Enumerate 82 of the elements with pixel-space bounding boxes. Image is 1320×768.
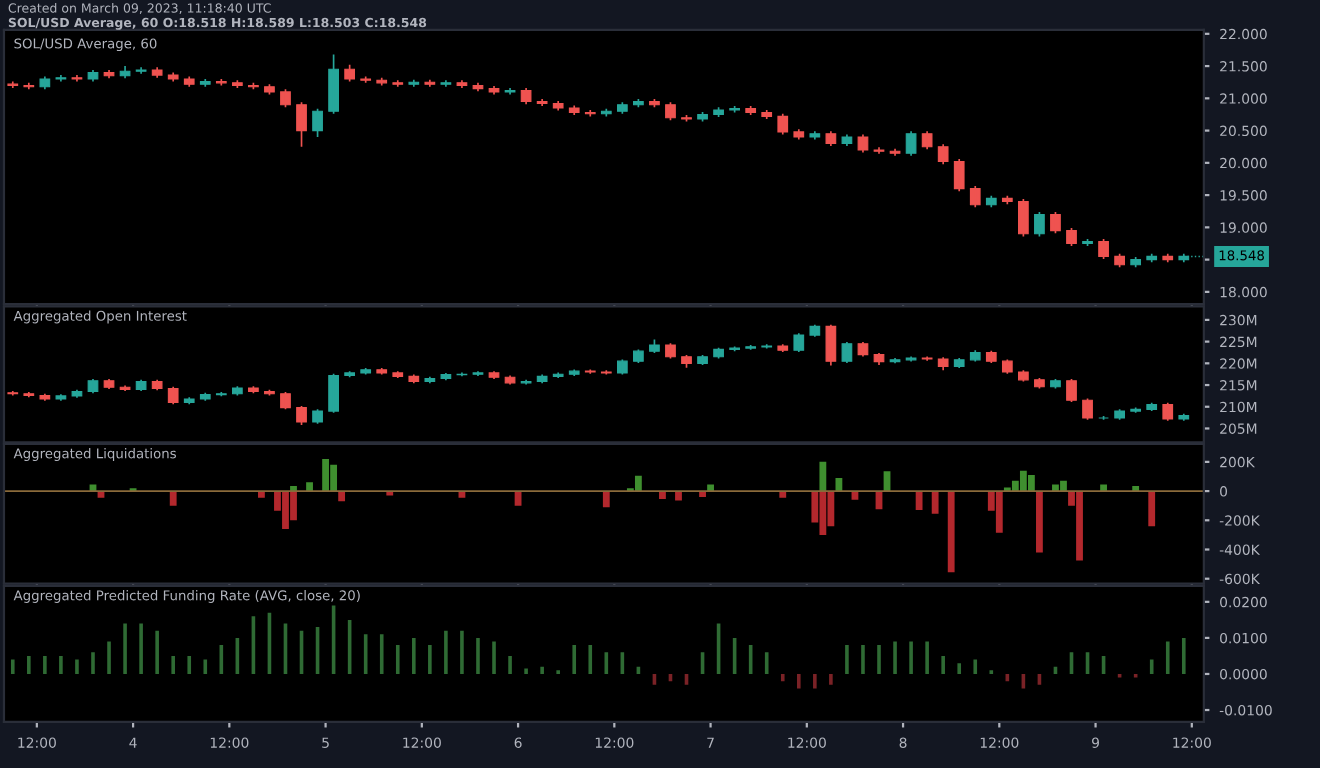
candlestick xyxy=(841,133,853,147)
candlestick xyxy=(665,101,676,122)
candlestick xyxy=(280,88,291,109)
bar xyxy=(931,491,939,514)
candlestick xyxy=(1066,227,1077,247)
candlestick xyxy=(809,130,821,141)
candlestick xyxy=(328,372,339,414)
candlestick xyxy=(1066,378,1077,403)
bar xyxy=(1060,480,1067,492)
bar xyxy=(915,491,923,511)
bar xyxy=(602,491,610,508)
bar xyxy=(827,491,835,527)
candlestick xyxy=(552,100,564,112)
candlestick xyxy=(1178,412,1190,422)
bar xyxy=(322,458,329,492)
candlestick xyxy=(456,79,468,89)
candlestick xyxy=(151,66,163,79)
bar xyxy=(819,491,827,535)
candlestick xyxy=(7,80,19,89)
bar xyxy=(1076,491,1083,561)
candlestick xyxy=(889,357,901,365)
bar xyxy=(330,464,338,492)
bar xyxy=(835,477,843,492)
candlestick xyxy=(328,53,339,115)
bar xyxy=(1019,470,1027,492)
candlestick xyxy=(135,66,147,75)
candlestick xyxy=(1034,211,1045,238)
bar xyxy=(338,491,346,502)
candlestick xyxy=(360,75,372,84)
candlestick xyxy=(7,390,19,397)
candlestick xyxy=(793,128,805,141)
bar xyxy=(1027,475,1035,492)
bar xyxy=(634,475,642,492)
candlestick xyxy=(392,370,404,379)
candlestick xyxy=(761,343,773,350)
bar xyxy=(169,491,177,506)
candlestick xyxy=(199,78,211,88)
candlestick xyxy=(312,107,323,138)
candlestick xyxy=(71,74,83,83)
candlestick xyxy=(39,392,51,402)
candlestick xyxy=(1018,198,1029,238)
candlestick xyxy=(296,101,307,148)
candlestick xyxy=(777,343,789,353)
candlestick xyxy=(71,388,83,399)
candlestick xyxy=(183,396,195,405)
candlestick xyxy=(167,71,179,83)
bar xyxy=(1148,491,1156,527)
candlestick xyxy=(376,367,388,376)
bar xyxy=(282,491,289,530)
candlestick xyxy=(1098,238,1109,260)
candlestick xyxy=(937,356,949,372)
candlestick xyxy=(520,378,532,386)
candlestick xyxy=(1082,397,1093,421)
bar xyxy=(819,461,827,492)
candlestick xyxy=(584,368,596,375)
bar xyxy=(947,491,955,573)
candlestick xyxy=(504,87,516,96)
candlestick xyxy=(360,367,372,376)
candlestick xyxy=(472,370,484,377)
candlestick xyxy=(392,79,404,88)
candlestick xyxy=(921,355,933,362)
bar xyxy=(290,491,297,521)
candlestick xyxy=(568,368,580,377)
bar xyxy=(1036,491,1043,553)
candlestick xyxy=(376,76,388,87)
candlestick xyxy=(440,79,452,88)
candlestick xyxy=(55,74,67,83)
candlestick xyxy=(600,369,612,376)
candlestick xyxy=(199,392,211,402)
candlestick xyxy=(215,78,227,87)
bar xyxy=(995,491,1003,533)
candlestick xyxy=(873,146,885,155)
candlestick xyxy=(215,391,227,398)
candlestick xyxy=(568,104,580,116)
candlestick xyxy=(1050,211,1061,234)
candlestick xyxy=(23,391,35,399)
candlestick xyxy=(296,405,307,426)
candlestick xyxy=(55,393,67,402)
candlestick xyxy=(969,349,981,363)
candlestick xyxy=(183,75,195,88)
candlestick xyxy=(745,344,757,351)
candlestick xyxy=(905,355,917,363)
